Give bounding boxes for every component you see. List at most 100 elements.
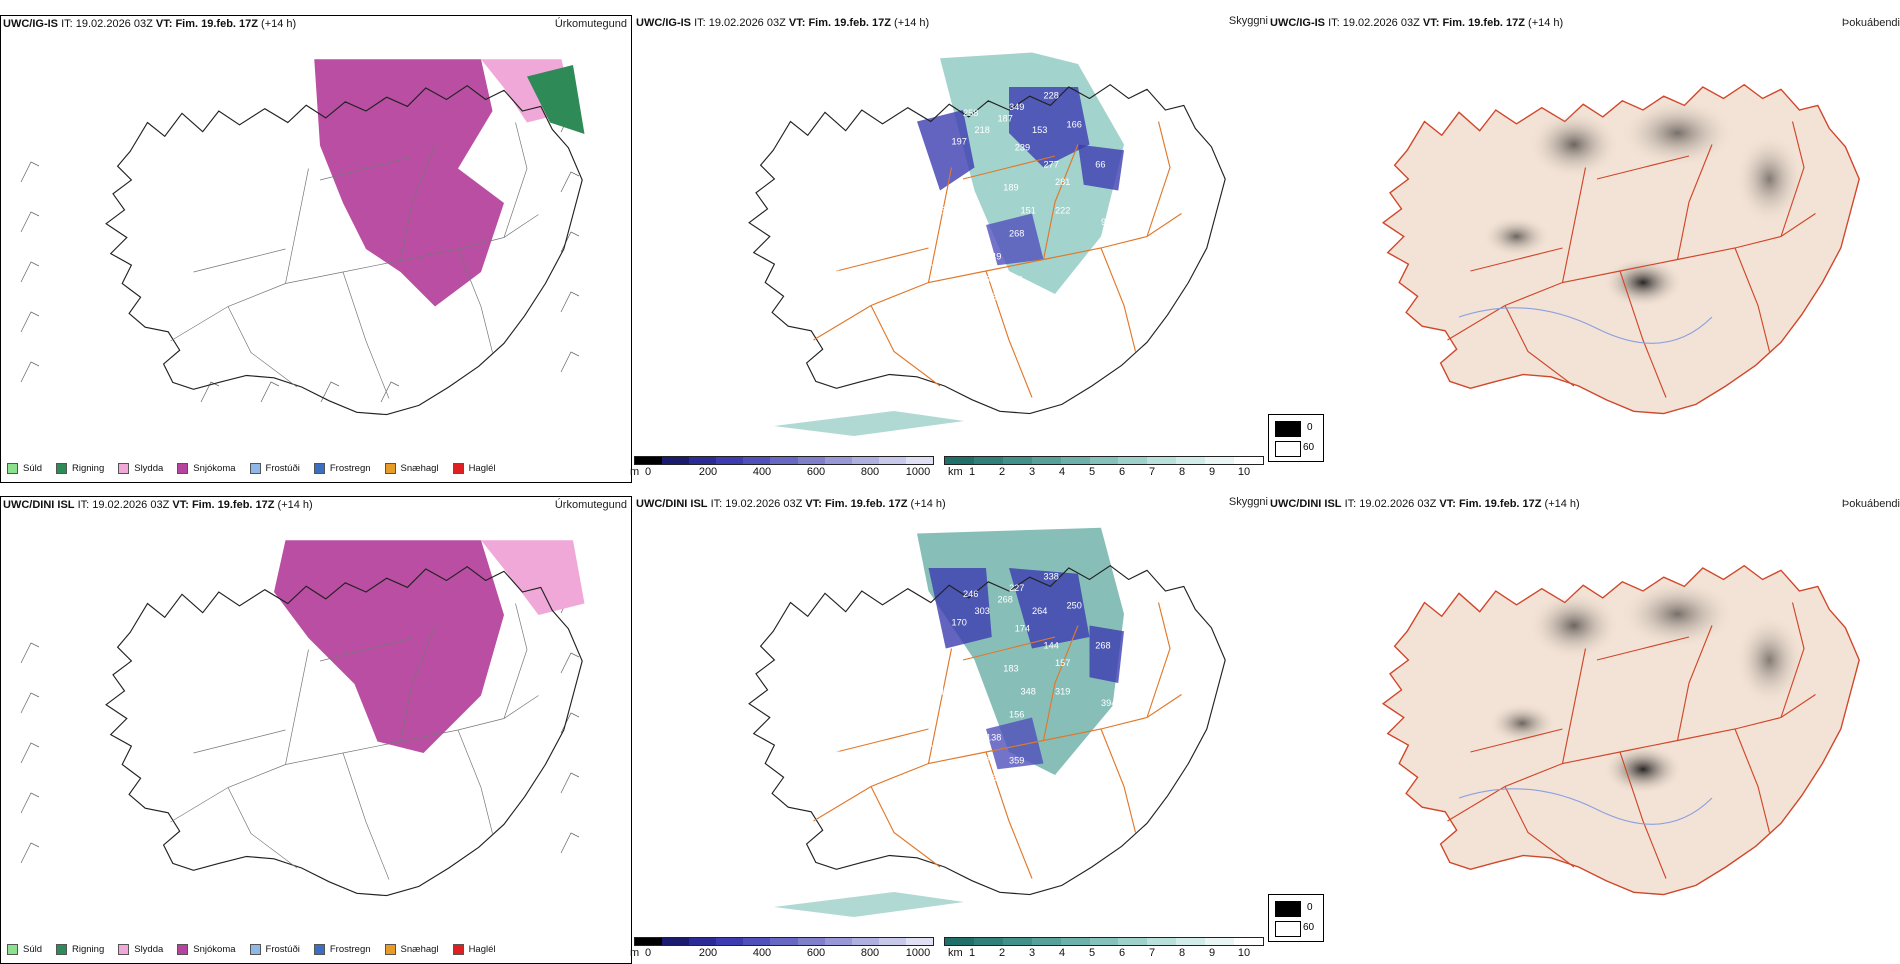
cloud-base-label: 281 xyxy=(1055,177,1070,187)
cloud-base-label: 227 xyxy=(1009,583,1024,593)
cloud-base-label: 59 xyxy=(957,779,967,789)
cloud-base-label: 166 xyxy=(1067,119,1082,129)
cloud-base-label: 64 xyxy=(992,773,1002,783)
precip-panel-row1: UWC/IG-IS IT: 19.02.2026 03Z VT: Fim. 19… xyxy=(0,15,632,483)
visibility-colorbar: km 1 2 3 4 5 6 7 8 9 10 xyxy=(944,937,1264,960)
panel-header: UWC/DINI ISL IT: 19.02.2026 03Z VT: Fim.… xyxy=(636,498,946,510)
cloud-base-label: 149 xyxy=(986,252,1001,262)
height-colorbar: m 0 200 400 600 800 1000 xyxy=(630,456,934,479)
swatch-icon xyxy=(177,463,189,474)
cloud-base-label: 151 xyxy=(1021,206,1036,216)
height-colorbar-strip xyxy=(634,937,934,946)
fog-white-swatch xyxy=(1275,441,1301,457)
height-colorbar-strip xyxy=(634,456,934,465)
fog-panel-row2: UWC/DINI ISL IT: 19.02.2026 03Z VT: Fim.… xyxy=(1268,496,1900,964)
cloud-base-label: 163 xyxy=(1124,177,1139,187)
visibility-colorbar-strip xyxy=(944,456,1264,465)
fog-map xyxy=(1382,84,1860,415)
cloud-base-label: 170 xyxy=(1124,658,1139,668)
cloud-base-label: 64 xyxy=(1078,744,1088,754)
cloud-base-label: 138 xyxy=(986,733,1001,743)
swatch-icon xyxy=(313,463,325,474)
cloud-base-label: 135 xyxy=(975,275,990,285)
legend-item-drizzle: Súld xyxy=(7,463,42,474)
fog-map xyxy=(1382,565,1860,896)
fog-panel-row1: UWC/IG-IS IT: 19.02.2026 03Z VT: Fim. 19… xyxy=(1268,15,1900,483)
fog-white-swatch xyxy=(1275,921,1301,937)
legend-item-freezing-rain: Frostregn xyxy=(313,463,371,474)
cloud-base-label: 174 xyxy=(1015,623,1030,633)
cloud-base-label: 127 xyxy=(1090,275,1105,285)
swatch-icon xyxy=(7,463,18,474)
cloud-base-label: 56 xyxy=(969,761,979,771)
visibility-colorbar-strip xyxy=(944,937,1264,946)
legend-item-snow: Snjókoma xyxy=(177,463,236,474)
precip-legend: Súld Rigning Slydda Snjókoma Frostúði Fr… xyxy=(7,463,496,474)
cloud-map: 227 338 268 246 303 264 250 174 144 157 183 319 348 1… xyxy=(748,527,1226,917)
cloud-base-label: 218 xyxy=(975,125,990,135)
cloud-base-label: 268 xyxy=(998,595,1013,605)
panel-title: Þokuábendi xyxy=(1841,17,1900,29)
swatch-icon xyxy=(249,463,261,474)
cloud-base-label: 191 xyxy=(929,738,944,748)
cloud-panel-row2: UWC/DINI ISL IT: 19.02.2026 03Z VT: Fim.… xyxy=(630,496,1268,964)
cloud-base-label: 277 xyxy=(1044,160,1059,170)
cloud-base-label: 156 xyxy=(1009,710,1024,720)
legend-item-sleet: Slydda xyxy=(118,463,163,474)
cloud-base-label: 450 xyxy=(1067,298,1082,308)
panel-header: UWC/DINI ISL IT: 19.02.2026 03Z VT: Fim.… xyxy=(1270,498,1580,510)
cloud-base-label: 316 xyxy=(1078,263,1093,273)
cloud-base-label: 99 xyxy=(1118,681,1128,691)
cloud-base-label: 228 xyxy=(1044,91,1059,101)
panel-title: Skyggni xyxy=(1228,496,1268,508)
cloud-map: 349 228 187 258 218 153 166 239 277 281 189 222 151 2… xyxy=(748,52,1226,436)
cloud-base-label: 130 xyxy=(940,687,955,697)
cloud-base-label: 349 xyxy=(1009,102,1024,112)
precip-panel-row2: UWC/DINI ISL IT: 19.02.2026 03Z VT: Fim.… xyxy=(0,496,632,964)
cloud-base-label: 268 xyxy=(1009,229,1024,239)
cloud-base-label: 108 xyxy=(831,269,846,279)
swatch-icon xyxy=(384,463,396,474)
fog-legend-row2: 0 60 xyxy=(1268,894,1324,942)
cloud-base-label: 394 xyxy=(1101,698,1116,708)
cloud-base-label: 211 xyxy=(1009,275,1024,285)
panel-title: Skyggni xyxy=(1228,15,1268,27)
cloud-base-label: 144 xyxy=(1044,641,1059,651)
cloud-base-label: 348 xyxy=(1021,687,1036,697)
cloud-base-label: 52 xyxy=(969,280,979,290)
panel-title: Úrkomutegund xyxy=(554,499,627,511)
legend-item-freezing-drizzle: Frostúði xyxy=(249,463,300,474)
panel-title: Úrkomutegund xyxy=(554,18,627,30)
cloud-base-label: 319 xyxy=(1055,687,1070,697)
cloud-base-label: 143 xyxy=(1067,779,1082,789)
height-colorbar: m 0 200 400 600 800 1000 xyxy=(630,937,934,960)
cloud-base-label: 975 xyxy=(1101,217,1116,227)
cloud-base-label: 63 xyxy=(1090,756,1100,766)
cloud-base-label: 359 xyxy=(1009,756,1024,766)
panel-header: UWC/IG-IS IT: 19.02.2026 03Z VT: Fim. 19… xyxy=(636,17,930,29)
panel-header: UWC/IG-IS IT: 19.02.2026 03Z VT: Fim. 19… xyxy=(3,18,297,30)
cloud-base-label: 107 xyxy=(929,257,944,267)
cloud-base-label: 66 xyxy=(1095,160,1105,170)
cloud-base-label: 116 xyxy=(1118,200,1133,210)
cloud-base-label: 143 xyxy=(957,298,972,308)
cloud-base-label: 222 xyxy=(1055,206,1070,216)
precip-map xyxy=(20,59,585,416)
swatch-icon xyxy=(452,463,464,474)
cloud-base-label: 189 xyxy=(1003,183,1018,193)
panel-header: UWC/IG-IS IT: 19.02.2026 03Z VT: Fim. 19… xyxy=(1270,17,1564,29)
cloud-base-label: 162 xyxy=(975,756,990,766)
cloud-base-label: 264 xyxy=(1032,606,1047,616)
cloud-base-label: 183 xyxy=(1003,664,1018,674)
legend-item-hail: Haglél xyxy=(452,463,496,474)
cloud-base-label: 157 xyxy=(1055,658,1070,668)
panel-header: UWC/DINI ISL IT: 19.02.2026 03Z VT: Fim.… xyxy=(3,499,313,511)
legend-item-snow-pellets: Snæhagl xyxy=(384,463,439,474)
cloud-base-label: 250 xyxy=(1067,600,1082,610)
fog-black-swatch xyxy=(1275,901,1301,917)
cloud-base-label: 170 xyxy=(952,618,967,628)
cloud-base-label: 85 xyxy=(831,750,841,760)
visibility-colorbar: km 1 2 3 4 5 6 7 8 9 10 xyxy=(944,456,1264,479)
cloud-panel-row1: UWC/IG-IS IT: 19.02.2026 03Z VT: Fim. 19… xyxy=(630,15,1268,483)
cloud-base-label: 258 xyxy=(963,108,978,118)
